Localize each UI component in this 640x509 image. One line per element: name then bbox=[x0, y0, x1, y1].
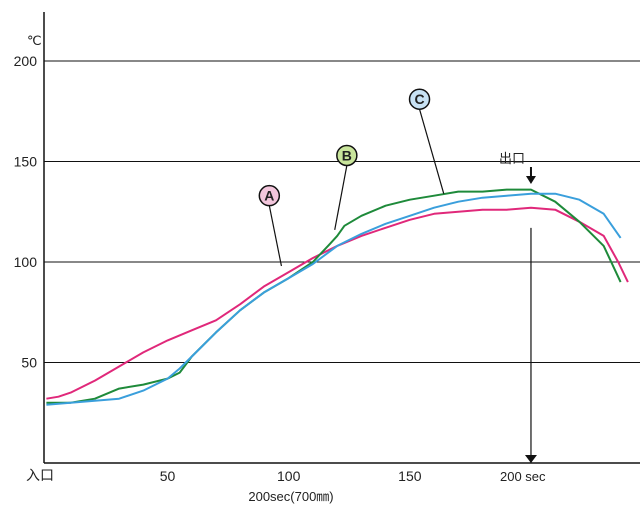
exit-marker: 出口 bbox=[499, 151, 537, 463]
series-badge-b bbox=[336, 144, 358, 167]
y-tick-label: 150 bbox=[14, 154, 38, 170]
x-end-label: 200 sec bbox=[500, 469, 546, 484]
exit-arrow-icon bbox=[525, 176, 536, 184]
y-tick-labels: 200 150 100 50 bbox=[14, 53, 38, 371]
series-badge-c bbox=[408, 88, 431, 110]
exit-line-arrowhead bbox=[524, 455, 537, 463]
y-tick-label: 100 bbox=[14, 254, 38, 270]
exit-label: 出口 bbox=[499, 151, 525, 166]
series-badge-a bbox=[258, 184, 281, 207]
y-axis: ℃ 200 150 100 50 bbox=[14, 12, 45, 463]
series-line-c bbox=[46, 192, 622, 406]
gridlines bbox=[44, 60, 640, 363]
series-label-a: A bbox=[264, 188, 274, 204]
series-line-b bbox=[46, 188, 622, 404]
x-axis: 入口 50 100 150 200sec(700㎜) 200 sec bbox=[26, 462, 640, 504]
callout-line-a bbox=[268, 205, 283, 267]
x-tick-labels: 50 100 150 bbox=[160, 468, 422, 484]
series-label-c: C bbox=[414, 91, 424, 107]
callout-line-c bbox=[418, 109, 445, 194]
series-callouts: A B C bbox=[258, 88, 445, 267]
x-tick-label: 100 bbox=[277, 468, 301, 484]
x-start-label: 入口 bbox=[26, 467, 54, 483]
y-unit-label: ℃ bbox=[27, 33, 42, 48]
x-axis-title: 200sec(700㎜) bbox=[248, 489, 333, 504]
callout-line-b bbox=[334, 165, 348, 230]
y-tick-label: 50 bbox=[21, 355, 37, 371]
series-label-b: B bbox=[342, 147, 352, 163]
x-tick-label: 50 bbox=[160, 468, 176, 484]
x-tick-label: 150 bbox=[398, 468, 422, 484]
series-lines bbox=[46, 188, 629, 406]
y-tick-label: 200 bbox=[14, 53, 38, 69]
